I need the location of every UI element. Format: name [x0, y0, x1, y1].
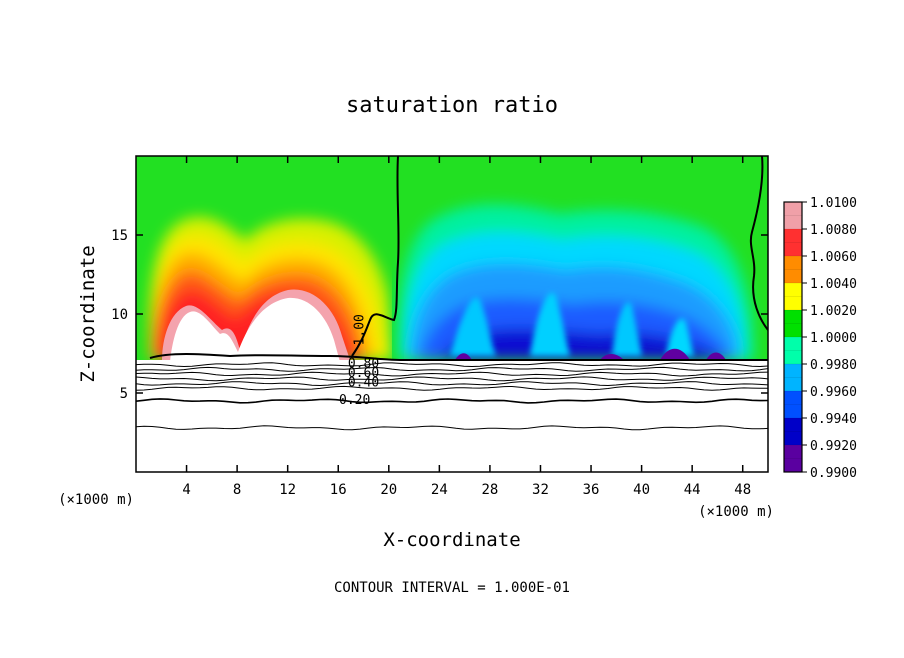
x-axis-title: X-coordinate	[383, 529, 520, 551]
contour-line	[136, 362, 768, 368]
contour-label: 0.40	[348, 376, 379, 391]
colorbar-swatch	[784, 337, 802, 365]
contour-labels: 1.00 0.800.600.40 0.20	[339, 314, 379, 408]
colorbar-tick-label: 1.0020	[810, 304, 857, 319]
colorbar-tick-label: 0.9980	[810, 358, 857, 373]
contour-line	[136, 398, 768, 404]
colorbar: 1.0100 1.0080 1.0060 1.0040 1.0020 1.0000 0.99…	[783, 196, 857, 481]
x-tick-label: 28	[481, 482, 498, 498]
x-tick-label: 16	[330, 482, 347, 498]
colorbar-swatch	[784, 445, 802, 473]
colorbar-swatch	[784, 418, 802, 446]
colorbar-swatch	[784, 256, 802, 284]
cloud-base-edge	[149, 353, 768, 361]
contour-line	[136, 385, 768, 391]
contour-label: 1.00	[353, 314, 368, 345]
colorbar-swatch	[784, 283, 802, 311]
x-tick-label: 20	[380, 482, 397, 498]
plot-area	[136, 156, 768, 472]
x-tick-label: 36	[583, 482, 600, 498]
y-tick-label: 10	[111, 307, 128, 323]
colorbar-swatch	[784, 229, 802, 257]
x-tick-label: 40	[633, 482, 650, 498]
y-tick-label: 15	[111, 228, 128, 244]
contour-line-1-00	[351, 156, 400, 357]
subsaturated-region	[392, 156, 768, 360]
x-tick-label: 32	[532, 482, 549, 498]
contour-label: 0.20	[339, 393, 370, 408]
colorbar-tick-label: 1.0060	[810, 250, 857, 265]
x-axis: 4 8 12 16 20 24 28 32 36 40 44 48	[182, 156, 751, 498]
contour-line	[136, 371, 768, 377]
x-tick-label: 4	[182, 482, 190, 498]
supersaturated-region	[136, 156, 398, 362]
x-unit-label: (×1000 m)	[698, 504, 774, 520]
contour-interval-note: CONTOUR INTERVAL = 1.000E-01	[334, 580, 570, 596]
contour-line	[136, 366, 768, 372]
colorbar-tick-label: 1.0040	[810, 277, 857, 292]
colorbar-tick-label: 0.9960	[810, 385, 857, 400]
y-axis: 5 10 15	[111, 228, 768, 402]
colorbar-swatch	[784, 391, 802, 419]
lower-layer	[136, 360, 768, 472]
contour-line-1-00-right	[749, 156, 768, 331]
colorbar-tick-label: 1.0080	[810, 223, 857, 238]
x-tick-label: 24	[431, 482, 448, 498]
colorbar-tick-label: 0.9900	[810, 466, 857, 481]
colorbar-tick-label: 1.0000	[810, 331, 857, 346]
contour-line	[136, 425, 768, 431]
lower-contour-lines	[136, 362, 768, 431]
contour-label: 0.80	[348, 357, 379, 372]
z-unit-label: (×1000 m)	[58, 492, 134, 508]
x-tick-label: 12	[279, 482, 296, 498]
x-tick-label: 44	[684, 482, 701, 498]
y-axis-title: Z-coordinate	[77, 245, 99, 382]
colorbar-tick-label: 0.9940	[810, 412, 857, 427]
y-tick-label: 5	[120, 386, 128, 402]
contour-line	[136, 381, 768, 387]
x-tick-label: 48	[734, 482, 751, 498]
colorbar-tick-label: 1.0100	[810, 196, 857, 211]
colorbar-swatch	[784, 310, 802, 338]
colorbar-swatch	[784, 364, 802, 392]
x-tick-label: 8	[233, 482, 241, 498]
contour-label: 0.60	[348, 366, 379, 381]
chart-title: saturation ratio	[346, 93, 558, 118]
contour-line	[136, 376, 768, 382]
colorbar-swatch	[784, 202, 802, 230]
colorbar-tick-label: 0.9920	[810, 439, 857, 454]
